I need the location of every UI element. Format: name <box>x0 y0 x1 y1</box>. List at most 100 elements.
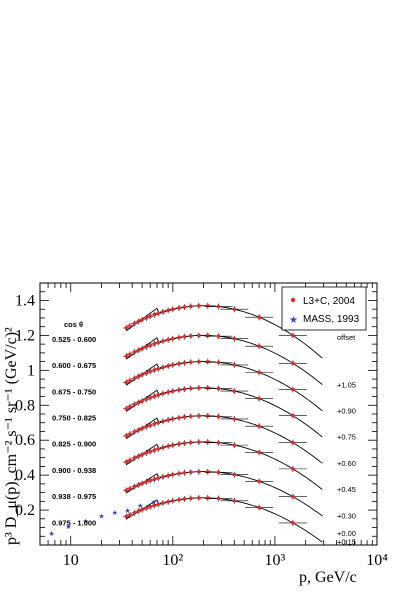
l3c-point <box>257 505 261 510</box>
cos-bin-label: 0.900 - 0.938 <box>52 466 96 475</box>
l3c-point <box>216 496 221 501</box>
l3c-point <box>132 456 137 460</box>
mass-point: ★ <box>83 518 89 526</box>
l3c-point <box>148 314 152 319</box>
y-axis: 0.2 0.4 0.6 0.8 1 1.2 1.4 <box>15 282 377 537</box>
l3c-point <box>291 440 295 445</box>
offset-label: +0.90 <box>337 407 356 416</box>
l3c-point <box>197 333 201 338</box>
l3c-point <box>144 451 149 455</box>
l3c-point <box>124 354 129 359</box>
cos-bin-label: 0.938 - 0.975 <box>52 492 96 501</box>
l3c-point <box>144 425 149 429</box>
l3c-point <box>166 308 170 313</box>
l3c-point <box>136 348 141 353</box>
l3c-point <box>232 389 237 393</box>
l3c-point <box>161 365 165 370</box>
l3c-point <box>128 486 132 491</box>
x-axis-title: p, GeV/c <box>299 569 357 586</box>
legend-marker-mass: ★ <box>289 315 298 326</box>
l3c-point <box>124 434 129 438</box>
l3c-point <box>152 448 157 452</box>
mass-point: ★ <box>65 523 71 531</box>
l3c-point <box>136 400 141 405</box>
mass-point: ★ <box>48 530 54 538</box>
l3c-point <box>156 393 161 397</box>
l3c-point <box>182 441 187 445</box>
mass-point: ★ <box>98 512 104 520</box>
l3c-point <box>148 449 152 454</box>
l3c-point <box>232 336 237 341</box>
l3c-point <box>148 369 152 374</box>
bottom-offset-label: +0.00 <box>337 529 356 538</box>
l3c-point <box>140 372 144 377</box>
l3c-point <box>171 336 175 341</box>
l3c-point <box>177 415 181 420</box>
l3c-point <box>171 443 175 447</box>
l3c-point <box>257 344 261 348</box>
offset-label: +0.60 <box>337 459 356 468</box>
l3c-point <box>216 440 221 445</box>
legend-box <box>281 286 367 331</box>
l3c-point <box>216 386 221 391</box>
l3c-point <box>257 479 261 484</box>
l3c-point <box>177 335 181 340</box>
l3c-point <box>152 394 157 399</box>
l3c-point <box>166 499 170 504</box>
l3c-point <box>188 304 193 309</box>
l3c-point <box>124 460 129 464</box>
y-tick-label: 1.2 <box>15 327 35 344</box>
cos-bin-label: 0.600 - 0.675 <box>52 361 96 370</box>
x-tick-label: 10² <box>162 552 183 569</box>
l3c-point <box>291 521 295 525</box>
l3c-point <box>140 507 144 512</box>
l3c-point <box>182 470 187 475</box>
l3c-point <box>257 450 261 455</box>
l3c-point <box>171 472 175 477</box>
l3c-point <box>124 326 129 330</box>
l3c-point <box>205 469 210 474</box>
l3c-point <box>216 334 221 338</box>
l3c-point <box>216 470 221 475</box>
l3c-point <box>205 414 210 418</box>
legend: L3+C, 2004 ★ MASS, 1993 <box>281 286 367 331</box>
l3c-point <box>197 386 201 390</box>
l3c-point <box>156 476 161 480</box>
l3c-point <box>232 363 237 367</box>
l3c-point <box>132 321 137 326</box>
x-tick-label: 10 <box>63 552 79 569</box>
l3c-point <box>136 483 141 487</box>
l3c-point <box>144 397 149 402</box>
l3c-point <box>171 417 175 421</box>
mass-point: ★ <box>151 498 157 506</box>
l3c-point <box>152 422 157 426</box>
l3c-point <box>197 469 201 474</box>
l3c-point <box>216 360 221 365</box>
l3c-point <box>148 395 152 400</box>
l3c-point <box>182 415 187 419</box>
l3c-point <box>166 337 170 342</box>
l3c-point <box>128 352 132 357</box>
x-tick-label: 10³ <box>265 552 286 569</box>
l3c-point <box>156 447 161 451</box>
l3c-point <box>166 444 170 448</box>
l3c-point <box>205 386 210 390</box>
l3c-point <box>291 333 295 338</box>
l3c-point <box>182 334 187 339</box>
l3c-point <box>197 414 201 418</box>
l3c-point <box>177 361 181 366</box>
l3c-point <box>197 359 201 364</box>
l3c-point <box>216 304 221 309</box>
legend-marker-l3c <box>290 297 296 303</box>
l3c-point <box>291 413 295 418</box>
l3c-point <box>140 426 144 431</box>
l3c-point <box>132 484 137 489</box>
l3c-point <box>124 488 129 493</box>
y-tick-label: 0.6 <box>15 432 35 449</box>
l3c-point <box>136 509 141 513</box>
l3c-point <box>177 497 181 502</box>
l3c-point <box>182 387 187 391</box>
cos-bin-label: 0.825 - 0.900 <box>52 440 96 449</box>
l3c-point <box>171 389 175 393</box>
